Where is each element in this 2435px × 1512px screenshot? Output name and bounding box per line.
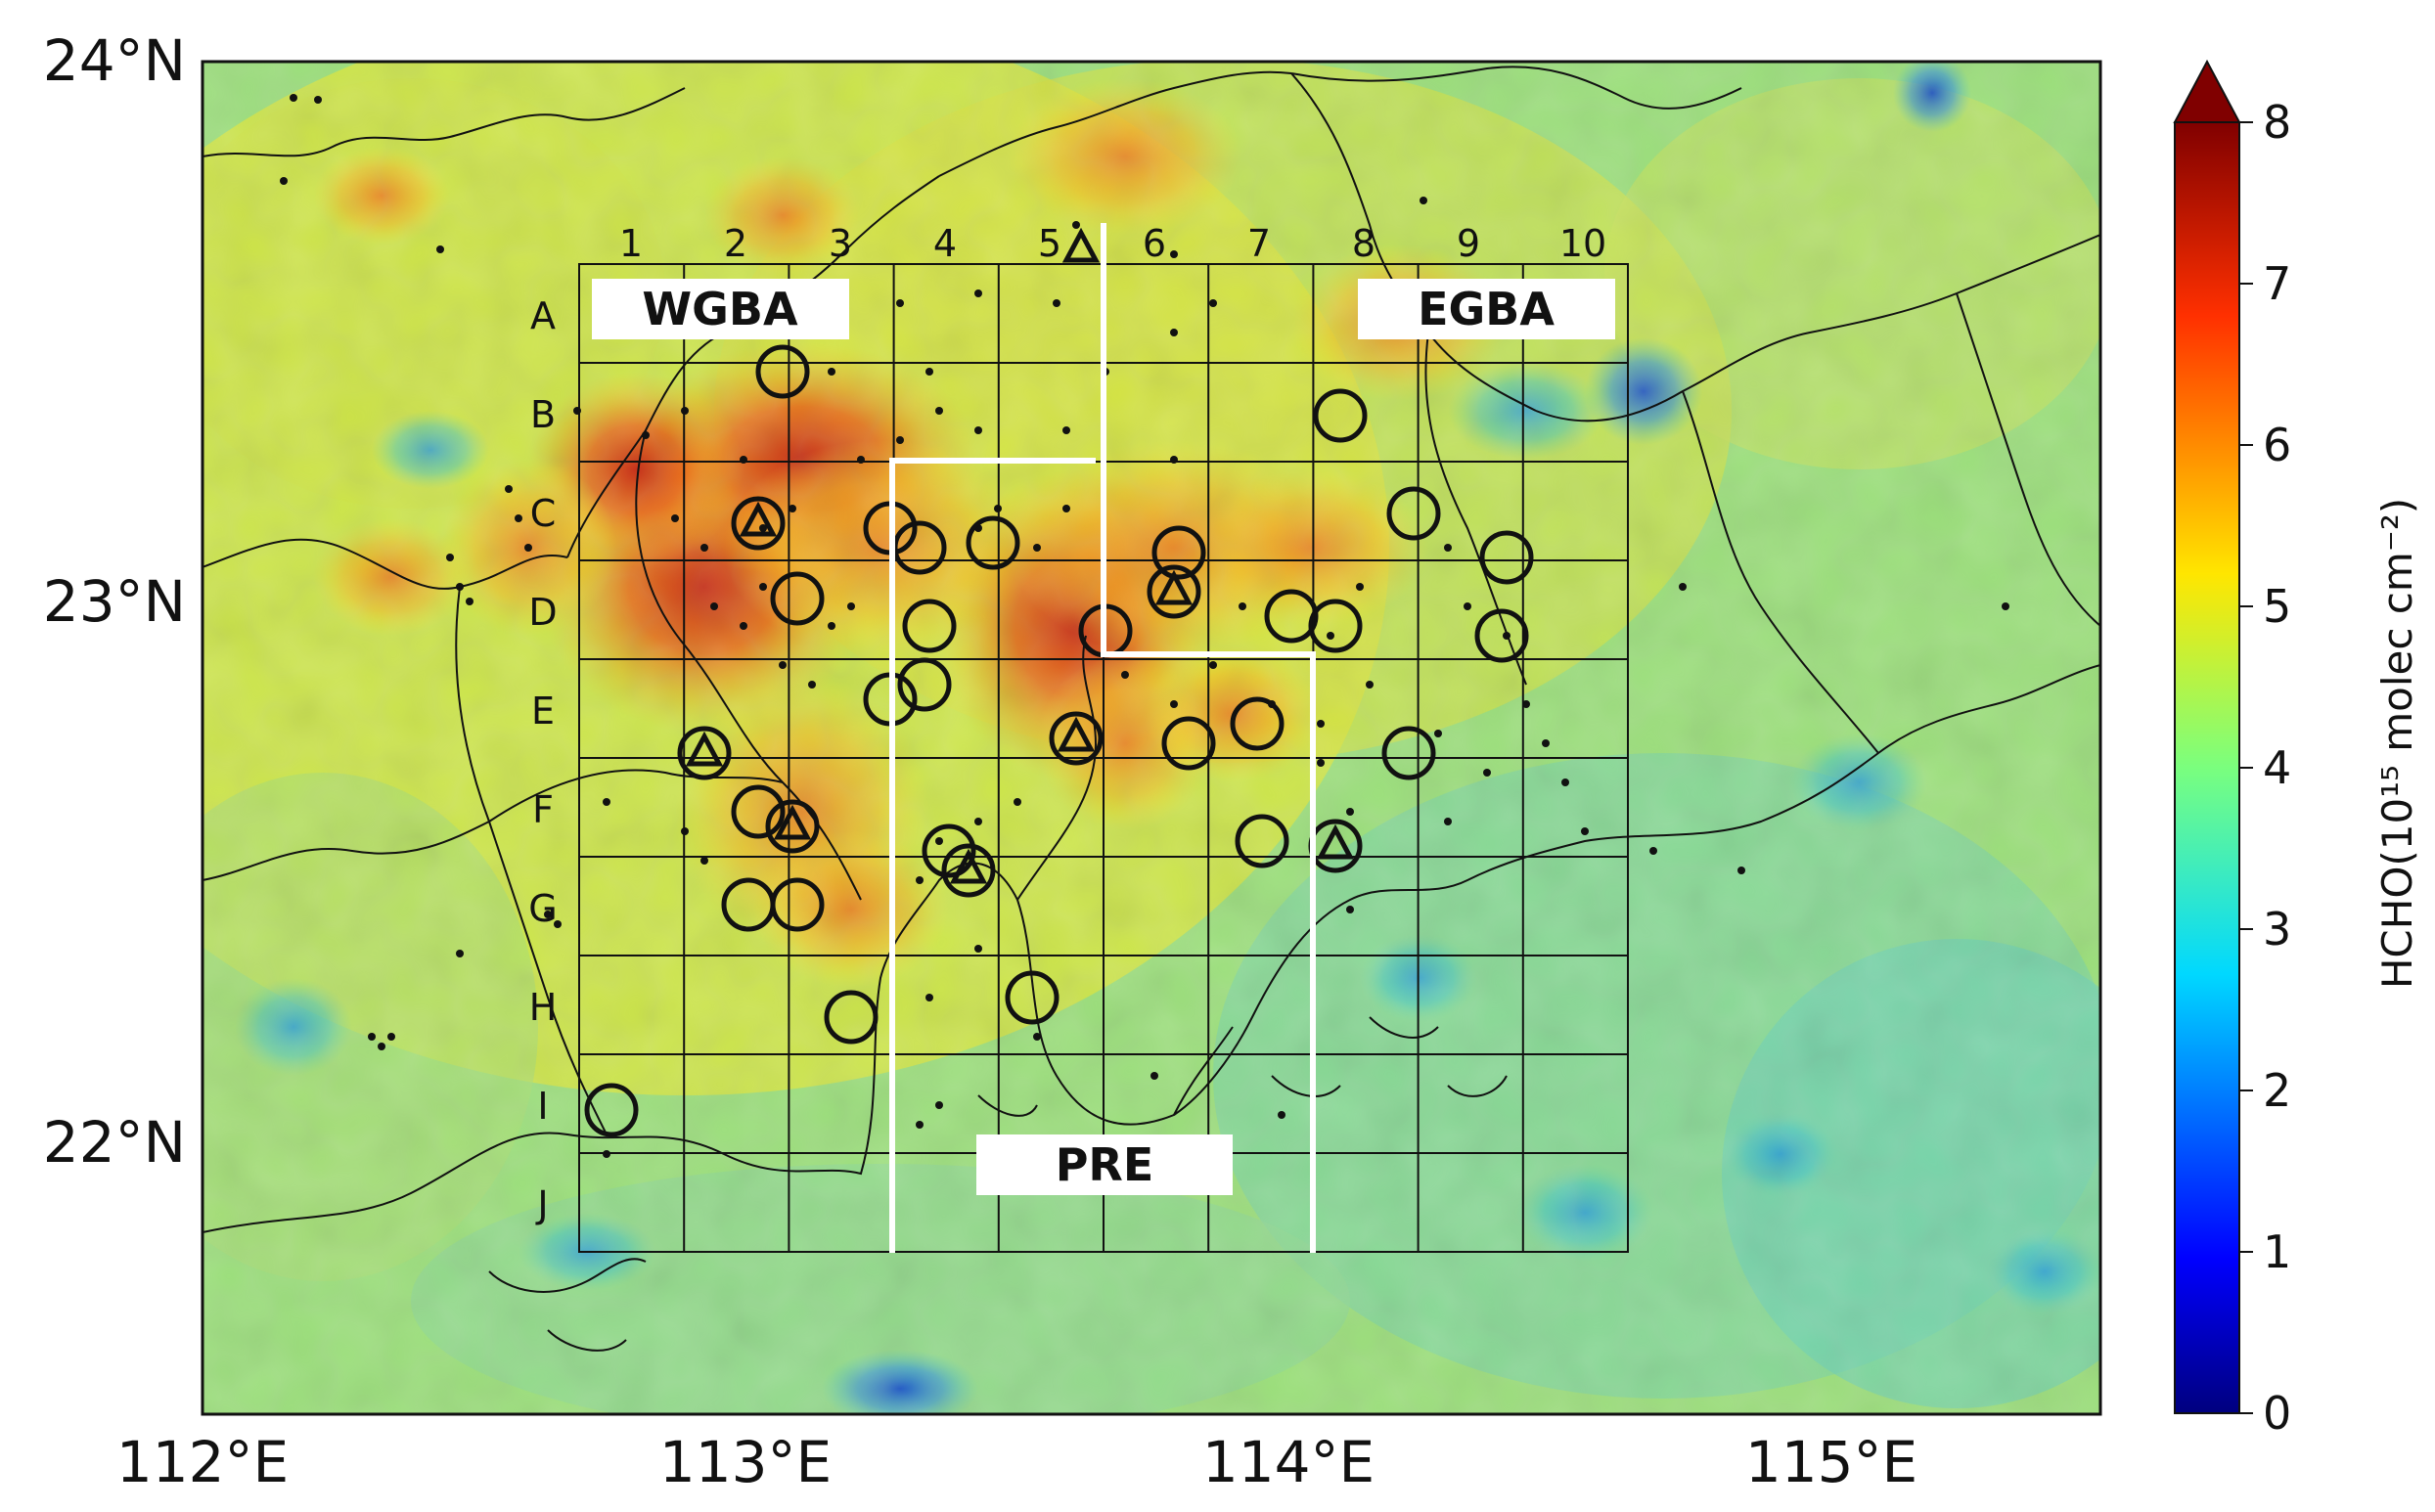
grid-col-label: 6 (1143, 222, 1166, 265)
grid-col-label: 2 (724, 222, 747, 265)
grid-col-label: 5 (1038, 222, 1061, 265)
svg-text:PRE: PRE (1056, 1138, 1154, 1191)
grid-col-label: 4 (933, 222, 957, 265)
lon-tick-label: 113°E (659, 1429, 832, 1495)
region-label-wgba: WGBA (592, 279, 849, 339)
lat-tick-label: 22°N (43, 1109, 186, 1176)
grid-row-label: B (530, 393, 556, 436)
grid-row-label: A (530, 294, 556, 337)
grid-col-label: 10 (1559, 222, 1606, 265)
colorbar-ramp (2174, 121, 2240, 1414)
region-label-egba: EGBA (1358, 279, 1615, 339)
lat-tick-label: 23°N (43, 568, 186, 635)
grid-col-label: 1 (619, 222, 643, 265)
grid-row-label: C (530, 492, 557, 535)
grid-row-label: D (528, 591, 557, 634)
grid-row-label: F (532, 788, 554, 831)
svg-text:WGBA: WGBA (642, 283, 798, 335)
colorbar-tick-label: 0 (2263, 1387, 2291, 1440)
svg-text:EGBA: EGBA (1418, 283, 1555, 335)
region-label-pre: PRE (976, 1134, 1233, 1195)
latitude-tick-labels: 24°N 23°N 22°N (43, 27, 186, 1176)
colorbar-tick-label: 2 (2263, 1064, 2291, 1117)
colorbar-tick-label: 6 (2263, 419, 2291, 471)
region-boundaries (889, 223, 1316, 1253)
colorbar-tick-label: 4 (2263, 741, 2291, 794)
lon-tick-label: 114°E (1202, 1429, 1375, 1495)
colorbar-tick-label: 3 (2263, 903, 2291, 956)
grid-row-label: H (529, 986, 558, 1029)
colorbar-ticks: 0 1 2 3 4 5 6 7 8 (2239, 96, 2291, 1440)
hcho-field: WGBA EGBA PRE (203, 62, 2100, 1414)
grid-col-label: 3 (829, 222, 852, 265)
grid-row-labels: A B C D E F G H I J (528, 294, 557, 1226)
colorbar-tick-label: 1 (2263, 1225, 2291, 1278)
lon-tick-label: 115°E (1745, 1429, 1917, 1495)
colorbar-tick-label: 7 (2263, 257, 2291, 310)
map-frame (201, 60, 2102, 1416)
longitude-tick-labels: 112°E 113°E 114°E 115°E (116, 1429, 1917, 1495)
grid-row-label: J (535, 1183, 548, 1226)
colorbar-tick-label: 8 (2263, 96, 2291, 149)
colorbar-label: HCHO(10¹⁵ molec cm⁻²) (2373, 498, 2421, 989)
colorbar-tick-label: 5 (2263, 580, 2291, 633)
grid-col-label: 9 (1457, 222, 1480, 265)
grid-row-label: I (537, 1085, 548, 1128)
grid-col-label: 7 (1247, 222, 1271, 265)
lon-tick-label: 112°E (116, 1429, 289, 1495)
grid-row-label: E (531, 689, 555, 733)
grid-row-label: G (528, 887, 557, 930)
grid-col-label: 8 (1352, 222, 1375, 265)
lat-tick-label: 24°N (43, 27, 186, 94)
colorbar: 0 1 2 3 4 5 6 7 8 HCHO(10¹⁵ molec cm⁻²) (2173, 59, 2421, 1440)
colorbar-extend-arrow (2173, 59, 2241, 123)
grid-column-labels: 1 2 3 4 5 6 7 8 9 10 (619, 222, 1606, 265)
